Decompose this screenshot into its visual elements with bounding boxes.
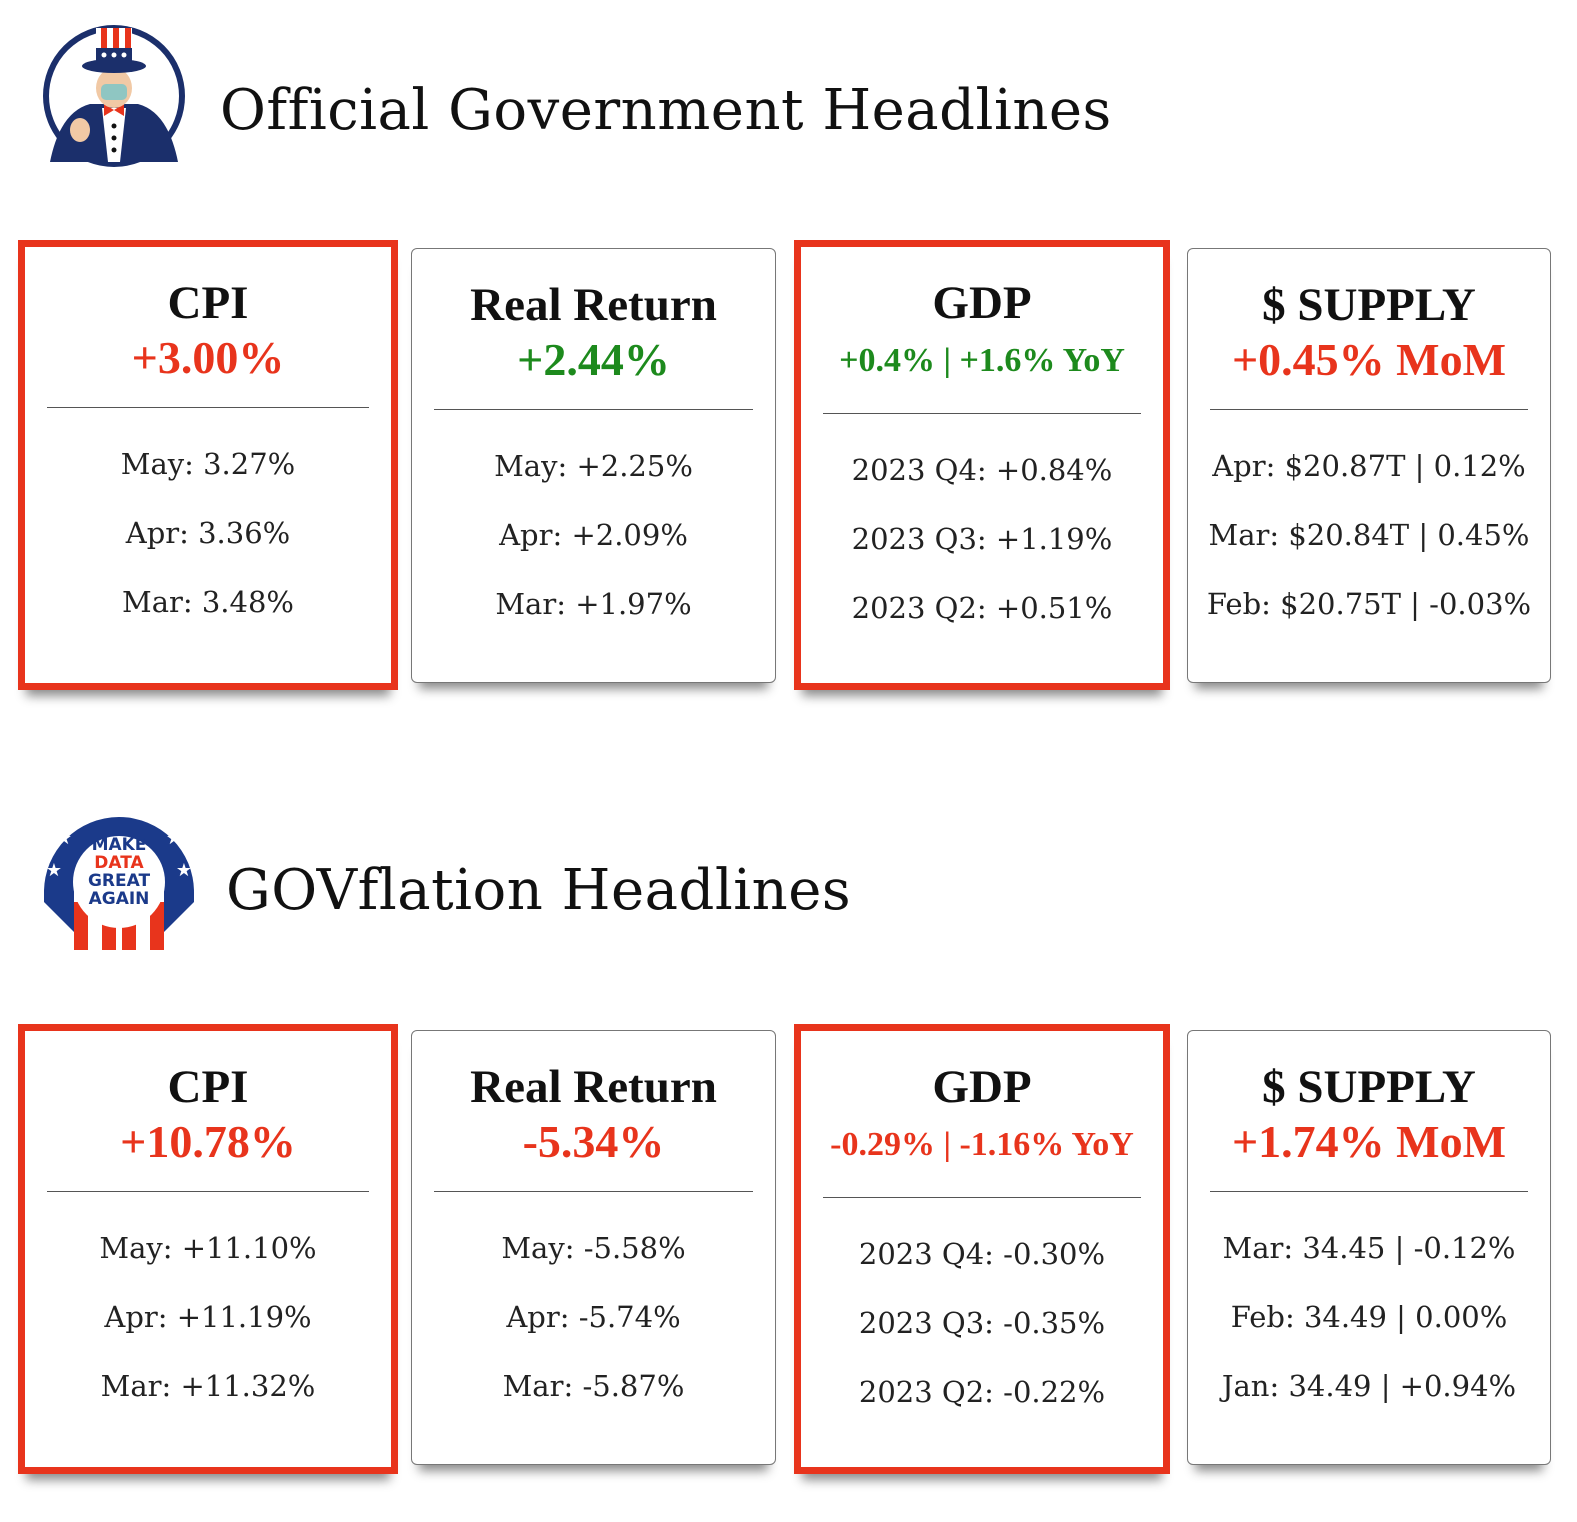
history-row: 2023 Q2: +0.51% — [851, 591, 1113, 625]
metric-card-supply: $ SUPPLY +1.74% MoM Mar: 34.45 | -0.12% Feb… — [1187, 1030, 1551, 1465]
svg-text:★: ★ — [111, 798, 127, 819]
card-title: GDP — [932, 1061, 1032, 1113]
history-row: Apr: $20.87T | 0.12% — [1212, 449, 1526, 483]
card-value: -0.29% | -1.16% YoY — [830, 1126, 1134, 1163]
logo-word: MAKE — [91, 835, 147, 855]
history-row: May: +11.10% — [99, 1231, 317, 1265]
history-row: 2023 Q4: +0.84% — [851, 453, 1113, 487]
history-row: 2023 Q3: -0.35% — [858, 1306, 1106, 1340]
history-row: Mar: -5.87% — [502, 1369, 685, 1403]
metric-card-real-return: Real Return +2.44% May: +2.25% Apr: +2.09% M… — [411, 248, 776, 683]
history-row: Mar: 34.45 | -0.12% — [1222, 1231, 1516, 1265]
history-row: Mar: 3.48% — [122, 585, 294, 619]
card-value: +10.78% — [120, 1116, 296, 1167]
card-value: -5.34% — [522, 1116, 665, 1167]
history-row: Mar: $20.84T | 0.45% — [1208, 518, 1530, 552]
divider — [823, 1197, 1141, 1198]
svg-text:★: ★ — [176, 860, 192, 881]
history-row: Jan: 34.49 | +0.94% — [1221, 1369, 1517, 1403]
card-title: CPI — [167, 1061, 249, 1113]
uncle-sam-logo — [40, 22, 188, 170]
metric-card-gdp: GDP +0.4% | +1.6% YoY 2023 Q4: +0.84% 2023 … — [794, 240, 1170, 690]
history-row: Feb: 34.49 | 0.00% — [1230, 1300, 1508, 1334]
card-value: +0.4% | +1.6% YoY — [839, 342, 1125, 379]
logo-word: GREAT — [87, 871, 151, 891]
svg-text:★: ★ — [46, 860, 62, 881]
history-row: Apr: 3.36% — [125, 516, 291, 550]
history-row: May: 3.27% — [120, 447, 296, 481]
logo-text: MAKE DATA GREAT AGAIN — [78, 836, 160, 908]
history-row: Feb: $20.75T | -0.03% — [1206, 587, 1532, 621]
history-row: Apr: -5.74% — [506, 1300, 681, 1334]
card-title: Real Return — [470, 1061, 717, 1113]
section-title-govflation: GOVflation Headlines — [226, 858, 852, 923]
divider — [434, 1191, 753, 1192]
metric-card-gdp: GDP -0.29% | -1.16% YoY 2023 Q4: -0.30% 202… — [794, 1024, 1170, 1474]
card-value: +3.00% — [131, 332, 285, 383]
metric-card-real-return: Real Return -5.34% May: -5.58% Apr: -5.74% M… — [411, 1030, 776, 1465]
card-value: +0.45% MoM — [1231, 334, 1507, 385]
history-row: 2023 Q3: +1.19% — [851, 522, 1113, 556]
section-title-official: Official Government Headlines — [220, 78, 1112, 143]
history-row: Mar: +1.97% — [495, 587, 692, 621]
metric-card-cpi: CPI +3.00% May: 3.27% Apr: 3.36% Mar: 3.48% — [18, 240, 398, 690]
make-data-great-again-logo: ★ ★ ★ ★ ★ ★ ★ MAKE DATA GREAT AGAIN — [38, 792, 200, 954]
logo-word: DATA — [94, 853, 144, 873]
card-title: $ SUPPLY — [1262, 1061, 1476, 1113]
svg-text:★: ★ — [56, 828, 72, 849]
history-row: 2023 Q2: -0.22% — [858, 1375, 1106, 1409]
history-row: Apr: +2.09% — [499, 518, 688, 552]
card-title: CPI — [167, 277, 249, 329]
divider — [434, 409, 753, 410]
history-row: Mar: +11.32% — [100, 1369, 316, 1403]
svg-text:★: ★ — [142, 806, 158, 827]
history-row: Apr: +11.19% — [104, 1300, 312, 1334]
history-row: May: +2.25% — [494, 449, 693, 483]
card-value: +1.74% MoM — [1231, 1116, 1507, 1167]
svg-text:★: ★ — [166, 828, 182, 849]
card-title: GDP — [932, 277, 1032, 329]
logo-word: AGAIN — [88, 889, 150, 909]
divider — [47, 1191, 369, 1192]
divider — [1210, 1191, 1528, 1192]
card-title: $ SUPPLY — [1262, 279, 1476, 331]
divider — [1210, 409, 1528, 410]
card-value: +2.44% — [517, 334, 670, 385]
metric-card-supply: $ SUPPLY +0.45% MoM Apr: $20.87T | 0.12% Ma… — [1187, 248, 1551, 683]
metric-card-cpi: CPI +10.78% May: +11.10% Apr: +11.19% Mar: +… — [18, 1024, 398, 1474]
card-title: Real Return — [470, 279, 717, 331]
divider — [823, 413, 1141, 414]
history-row: May: -5.58% — [501, 1231, 686, 1265]
history-row: 2023 Q4: -0.30% — [858, 1237, 1106, 1271]
svg-text:★: ★ — [80, 806, 96, 827]
divider — [47, 407, 369, 408]
